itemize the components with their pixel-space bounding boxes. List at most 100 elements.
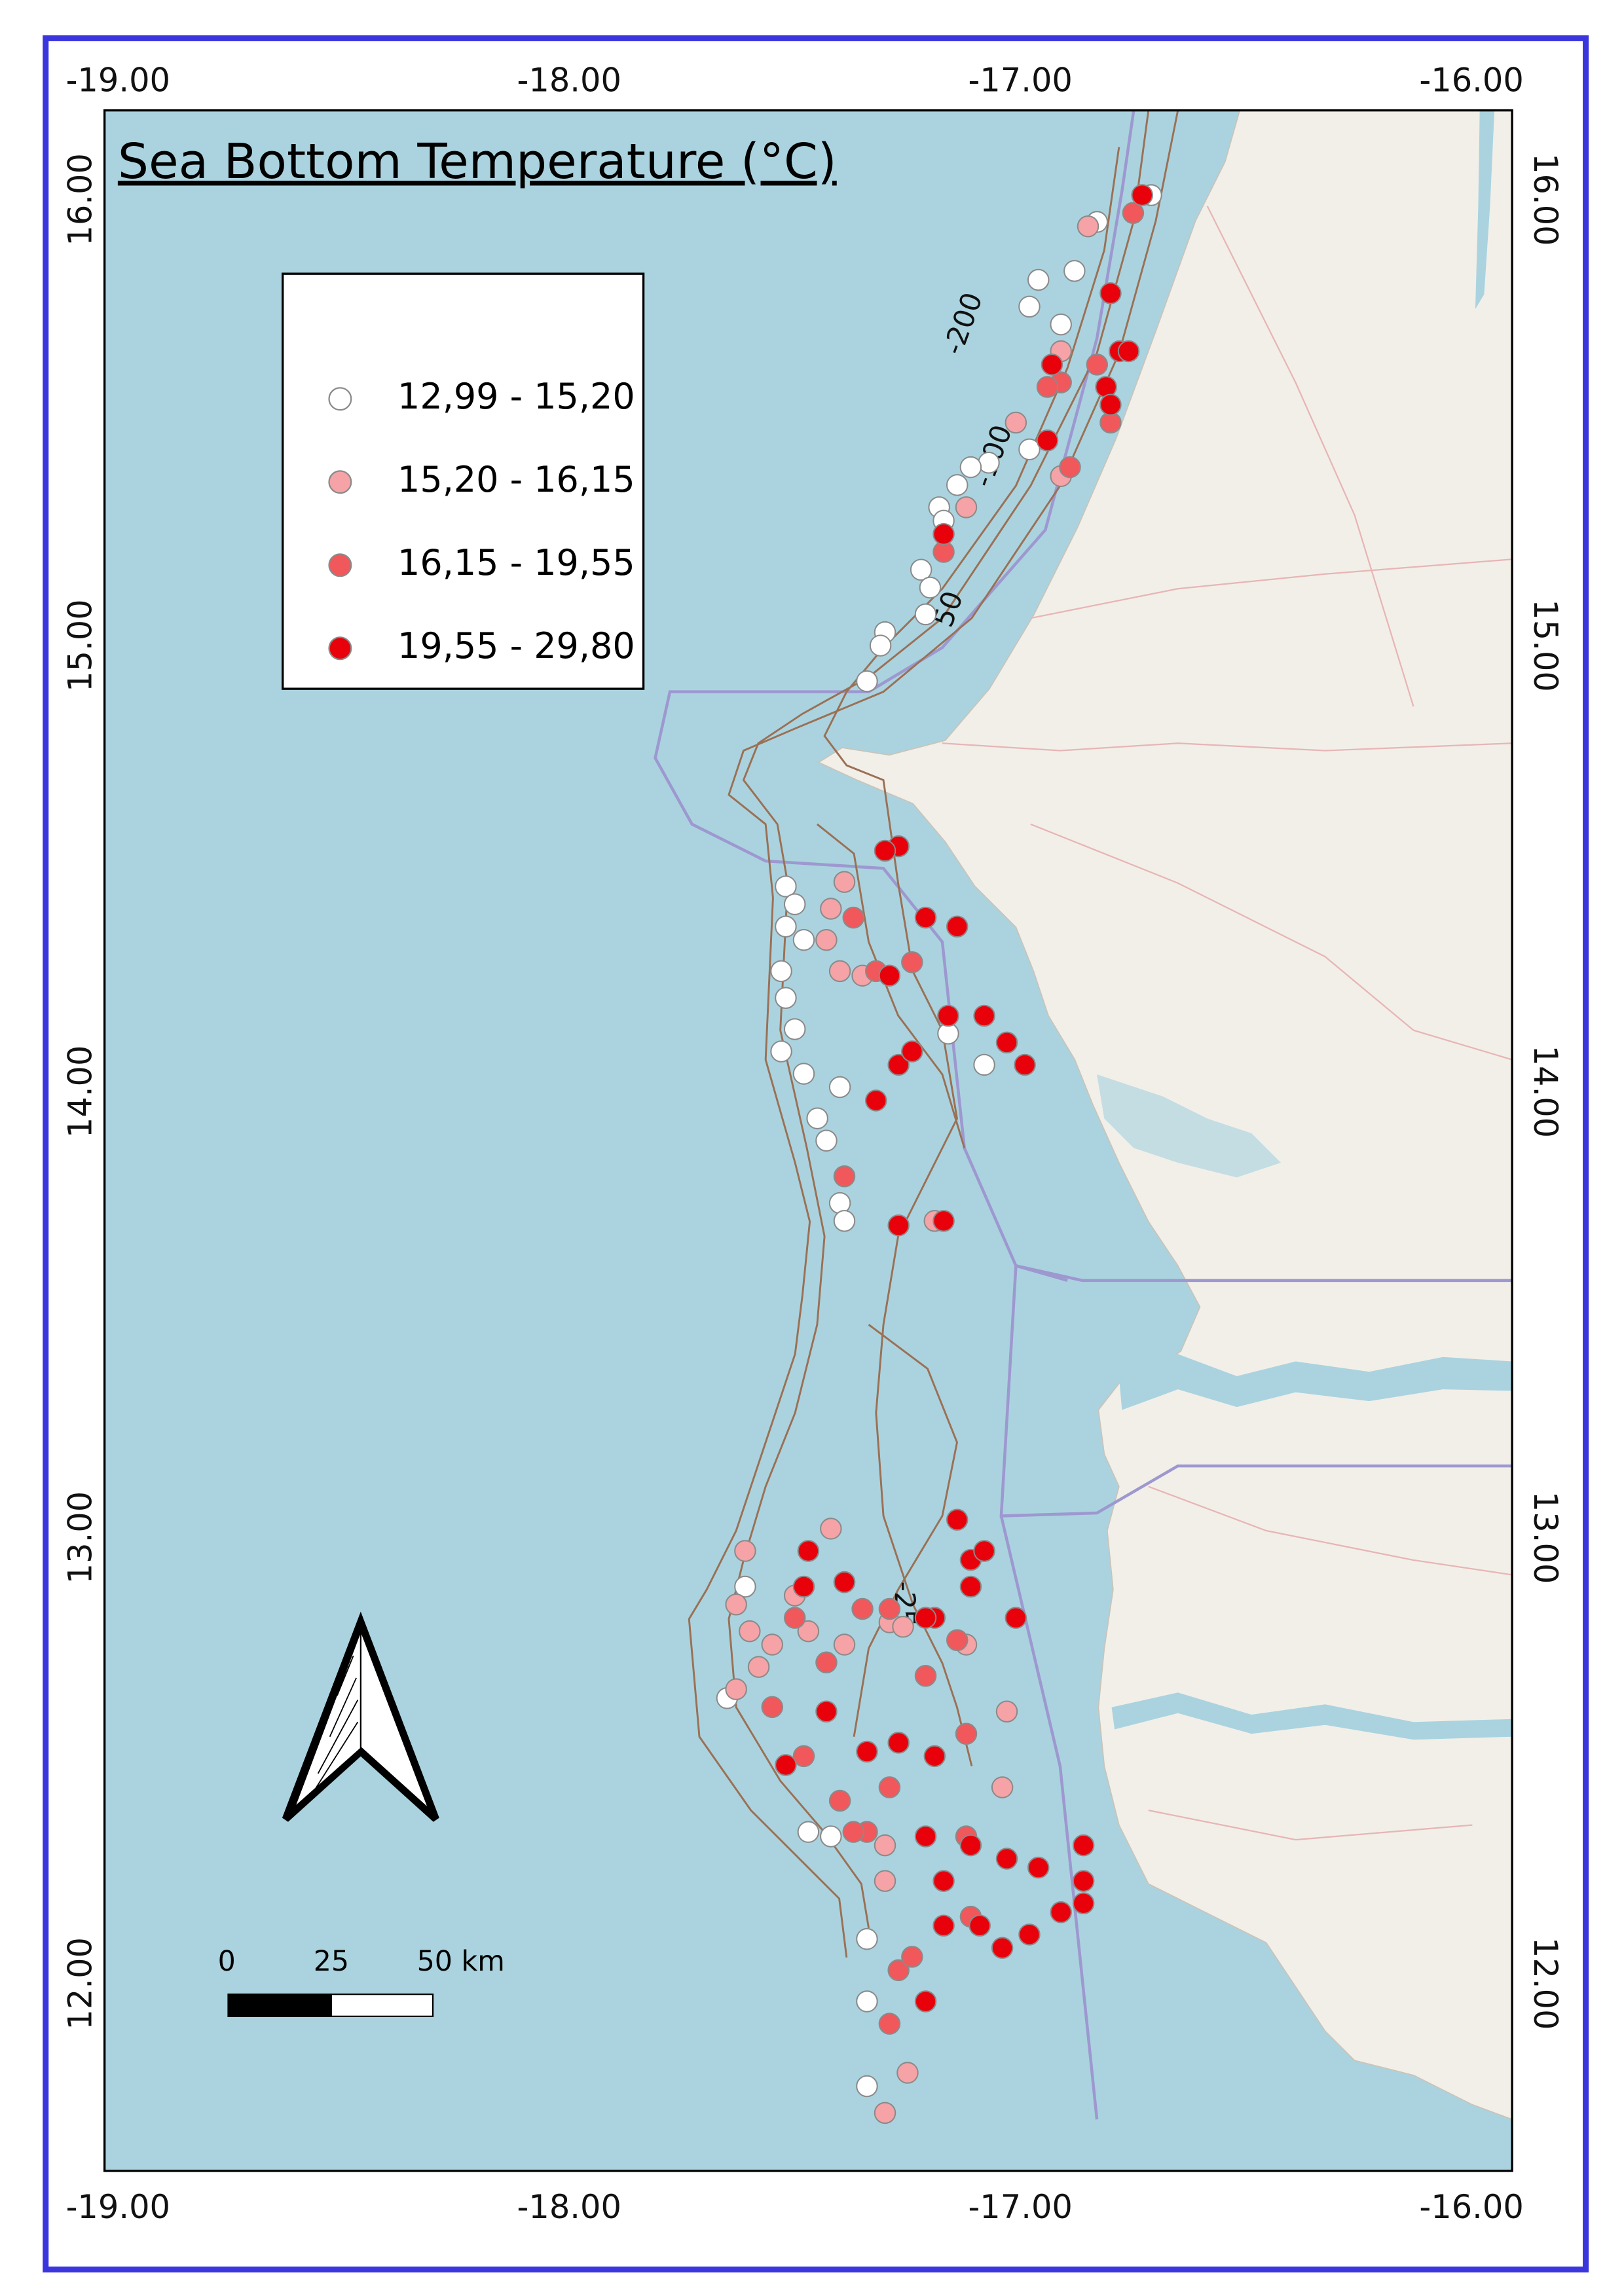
sample-point (932, 1914, 955, 1937)
sample-point (887, 1214, 910, 1237)
scale-label: 0 (218, 1945, 236, 1978)
sample-point (932, 523, 955, 545)
sample-point (775, 987, 797, 1010)
sample-point (919, 576, 942, 599)
sample-point (828, 960, 851, 983)
sample-point (1059, 456, 1081, 479)
map-title: Sea Bottom Temperature (°C) (118, 134, 837, 190)
legend-entries: 12,99 - 15,20 15,20 - 16,15 16,15 - 19,55 1… (328, 376, 635, 666)
sample-point (820, 898, 842, 920)
sample-point (914, 1607, 937, 1629)
x-tick-label-top: -18.00 (517, 61, 621, 99)
sample-point (955, 496, 978, 519)
sample-point (955, 1722, 978, 1745)
casamance-river (1111, 1692, 1513, 1740)
sample-points (716, 184, 1162, 2124)
legend-swatch (328, 470, 352, 494)
sample-point (815, 1129, 838, 1152)
sample-point (856, 1927, 878, 1950)
sample-point (991, 1937, 1014, 1959)
sample-point (946, 1629, 969, 1651)
sample-point (1050, 1901, 1072, 1923)
y-tick-label-right: 16.00 (1526, 153, 1564, 246)
y-tick-label-left: 16.00 (61, 153, 99, 246)
sample-point (901, 1040, 923, 1063)
sample-point (914, 1825, 937, 1848)
sample-point (1117, 340, 1140, 363)
sample-point (797, 1540, 820, 1562)
sample-point (1072, 1870, 1095, 1892)
sample-point (820, 1825, 842, 1848)
sample-point (806, 1107, 828, 1129)
sample-point (946, 1508, 969, 1531)
north-arrow (282, 1611, 439, 1822)
sample-point (959, 1834, 982, 1857)
saloum-delta (1097, 1074, 1282, 1178)
sample-point (959, 1575, 982, 1598)
sample-point (828, 1076, 851, 1099)
sample-point (896, 2062, 919, 2084)
sample-point (946, 474, 969, 496)
y-tick-label-left: 15.00 (61, 599, 99, 692)
sample-point (973, 1004, 995, 1027)
sample-point (820, 1518, 842, 1540)
gambia-river (1118, 1354, 1513, 1410)
y-tick-label-right: 12.00 (1526, 1937, 1564, 2030)
sample-point (864, 1089, 887, 1112)
sample-point (910, 558, 932, 581)
scale-bar: 0 25 50 km (218, 1945, 505, 2017)
legend-label: 12,99 - 15,20 (397, 376, 635, 417)
sample-point (856, 2075, 878, 2098)
sample-point (1086, 354, 1109, 376)
sample-point (815, 1700, 838, 1722)
sample-point (792, 928, 815, 951)
sample-point (828, 1789, 851, 1812)
sample-point (792, 1575, 815, 1598)
sample-point (973, 1053, 995, 1076)
sample-point (842, 1821, 865, 1843)
sample-point (923, 1745, 946, 1768)
sample-point (874, 1834, 896, 1857)
page-border (43, 35, 1589, 2273)
sample-point (792, 1745, 815, 1768)
sample-point (1050, 313, 1072, 336)
sample-point (770, 1040, 792, 1063)
y-tick-label-left: 14.00 (61, 1046, 99, 1139)
sample-point (815, 1651, 838, 1674)
sample-point (937, 1004, 959, 1027)
sample-point (783, 1607, 806, 1629)
sample-point (878, 2013, 901, 2035)
sample-point (783, 893, 806, 915)
sample-point (770, 960, 792, 983)
sample-point (878, 1776, 901, 1798)
sample-point (878, 964, 901, 987)
scale-label: 25 (314, 1945, 349, 1978)
sample-point (969, 1914, 991, 1937)
legend-swatch (328, 387, 352, 411)
sample-point (959, 456, 982, 479)
sample-point (725, 1593, 747, 1616)
sample-point (1036, 376, 1059, 398)
sample-point (828, 1192, 851, 1214)
sample-point (874, 1870, 896, 1892)
sample-point (783, 1018, 806, 1040)
sample-point (932, 1210, 955, 1232)
sample-point (869, 634, 892, 657)
sample-point (946, 915, 969, 938)
x-tick-label-bottom: -17.00 (968, 2188, 1072, 2226)
sample-point (887, 1959, 910, 1982)
sample-point (739, 1620, 761, 1643)
sample-point (887, 1053, 910, 1076)
legend-swatch (328, 553, 352, 577)
sample-point (1072, 1892, 1095, 1914)
y-tick-label-left: 12.00 (61, 1937, 99, 2030)
sample-point (1027, 1856, 1050, 1879)
sample-point (914, 1990, 937, 2013)
sample-point (1014, 1053, 1036, 1076)
sample-point (734, 1540, 756, 1562)
sample-point (775, 915, 797, 938)
legend-label: 15,20 - 16,15 (397, 459, 635, 500)
sample-point (1095, 376, 1117, 398)
sample-point (833, 1633, 856, 1656)
